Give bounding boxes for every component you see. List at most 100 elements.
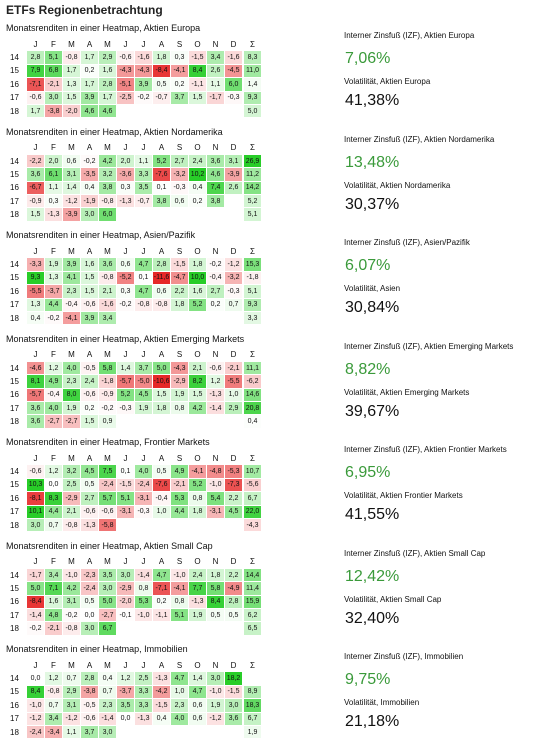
heatmap-cell: 3,6	[26, 414, 45, 429]
heatmap-cell: 2,1	[98, 284, 117, 299]
heatmap-cell	[134, 517, 153, 533]
corner-cell	[6, 243, 27, 259]
month-header: J	[116, 450, 135, 466]
heatmap-cell: -3,2	[170, 167, 189, 182]
heatmap-cell: 4,6	[206, 167, 225, 182]
heatmap-cell: 0,2	[188, 194, 207, 209]
month-header: O	[188, 657, 207, 673]
irr-label: Interner Zinsfuß (IZF), Aktien Emerging …	[344, 341, 514, 351]
irr-value: 6,95%	[345, 464, 391, 481]
heatmap-cell: -2,1	[224, 360, 243, 376]
heatmap-cell: -4,3	[116, 63, 135, 79]
month-header: D	[224, 243, 243, 259]
month-header: J	[116, 36, 135, 52]
month-header: A	[80, 347, 99, 362]
heatmap-cell: 0,7	[224, 297, 243, 312]
year-label: 16	[6, 180, 27, 196]
table-row: 17 -0,9 0,3 -1,2 -1,9 -0,8 -1,3 -0,7 3,8 0,6 0,2 3,…	[6, 194, 262, 209]
section-title: Monatsrenditen in einer Heatmap, Immobil…	[6, 644, 188, 654]
table-row: 16 -6,7 1,1 1,4 0,4 3,8 0,3 3,5 0,1 -0,3 0,4 7,4 2,6…	[6, 180, 262, 196]
table-row: 15 3,6 6,1 3,1 -3,5 3,2 -3,6 3,3 -7,6 -3,2 10,2 4,6…	[6, 167, 262, 182]
volatility-value: 30,84%	[345, 299, 400, 316]
sum-cell: 15,9	[243, 594, 262, 610]
heatmap-cell	[206, 103, 225, 119]
heatmap-cell: 2,8	[152, 257, 171, 272]
heatmap-cell	[188, 310, 207, 326]
irr-value: 6,07%	[345, 257, 391, 274]
sum-cell: 8,3	[243, 50, 262, 65]
heatmap-cell: 1,0	[152, 504, 171, 519]
month-header: D	[224, 554, 243, 569]
table-row: 17 1,3 4,4 -0,4 -0,6 -1,6 -0,2 -0,8 -0,8 1,8 5,2 0,…	[6, 297, 262, 312]
month-header: A	[152, 140, 171, 155]
volatility-value: 39,67%	[345, 402, 400, 420]
heatmap-cell	[224, 621, 243, 636]
heatmap-cell	[188, 414, 207, 429]
heatmap-cell: -1,2	[224, 257, 243, 272]
month-header: M	[62, 554, 81, 569]
heatmap-cell: -1,3	[80, 517, 99, 533]
heatmap-cell: -1,3	[152, 671, 171, 686]
section-title: Monatsrenditen in einer Heatmap, Aktien …	[6, 126, 223, 137]
sum-cell: 0,4	[243, 414, 262, 429]
month-header: J	[116, 140, 135, 155]
heatmap-cell: -0,6	[26, 90, 45, 105]
corner-cell	[6, 554, 27, 569]
sum-cell: 6,2	[243, 608, 262, 623]
month-header: J	[134, 554, 153, 569]
heatmap-table: J F M A M J J A S O N D Σ 14 -3,3 1,9 3,9 1,6 3,6 0,6 4,7 2,8…	[6, 243, 262, 326]
heatmap-cell	[116, 621, 135, 636]
heatmap-cell: 3,4	[44, 567, 63, 583]
heatmap-cell: 2,8	[98, 77, 117, 92]
month-header: N	[206, 36, 225, 52]
heatmap-cell: 0,2	[80, 401, 99, 416]
table-row: 14 2,8 5,1 -0,8 1,7 2,9 -0,6 -1,6 1,8 0,3 -1,5 3,4-…	[6, 50, 262, 65]
irr-label: Interner Zinsfuß (IZF), Aktien Frontier …	[344, 445, 507, 454]
heatmap-cell	[116, 414, 135, 429]
heatmap-cell: -11,6	[152, 270, 171, 286]
heatmap-cell: 0,7	[44, 698, 63, 713]
heatmap-cell: 3,0	[80, 207, 99, 222]
heatmap-cell: 4,9	[44, 374, 63, 389]
month-header: J	[26, 36, 45, 52]
heatmap-cell	[224, 103, 243, 119]
heatmap-cell: 5,1	[44, 50, 63, 65]
heatmap-cell: 3,5	[116, 698, 135, 713]
heatmap-cell: 0,9	[98, 414, 117, 429]
sum-cell: 20,8	[243, 401, 262, 416]
heatmap-cell: 3,6	[206, 153, 225, 169]
heatmap-cell: 1,3	[62, 77, 81, 92]
sum-cell: 26,9	[243, 153, 262, 169]
year-label: 16	[6, 491, 27, 506]
heatmap-cell: -0,3	[224, 284, 243, 299]
heatmap-cell	[152, 103, 171, 119]
irr-value: 9,75%	[345, 671, 391, 688]
heatmap-cell: -1,4	[98, 711, 117, 726]
volatility-label: Volatilität, Immobilien	[344, 698, 420, 707]
volatility-value: 32,40%	[345, 609, 400, 627]
table-row: 17 3,6 4,0 1,9 0,2 -0,2 -0,3 1,9 1,8 0,8 4,2 -1,4 2,…	[6, 401, 262, 416]
heatmap-cell: -2,7	[98, 608, 117, 623]
heatmap-cell: 0,3	[116, 180, 135, 196]
heatmap-cell: 3,9	[80, 310, 99, 326]
sum-cell: 14,4	[243, 567, 262, 583]
month-header: M	[62, 450, 81, 466]
heatmap-cell: -8,4	[152, 63, 171, 79]
heatmap-cell: -0,2	[98, 401, 117, 416]
heatmap-cell: -3,7	[116, 684, 135, 700]
sum-header: Σ	[243, 554, 262, 569]
table-row: 18 -0,2 -2,1 -0,8 3,0 6,7 6,5	[6, 621, 262, 636]
heatmap-cell: -3,3	[26, 257, 45, 272]
volatility-label: Volatilität, Aktien Small Cap	[344, 594, 442, 604]
heatmap-cell: -7,3	[224, 477, 243, 493]
table-row: 17 -1,4 4,8 -0,2 0,0 -2,7 -0,1 -1,0 -1,1 5,1 1,9 0,…	[6, 608, 262, 623]
heatmap-cell: -1,0	[206, 684, 225, 700]
heatmap-cell: 5,2	[116, 387, 135, 403]
corner-cell	[6, 140, 27, 155]
table-row: 15 9,3 1,3 4,1 1,5 -0,8 -5,2 0,1 -11,6 -4,7 10,0 -0…	[6, 270, 262, 286]
month-header: F	[44, 554, 63, 569]
heatmap-cell: 0,6	[62, 153, 81, 169]
heatmap-cell: -4,3	[134, 63, 153, 79]
heatmap-cell: -5,5	[26, 284, 45, 299]
heatmap-cell	[188, 517, 207, 533]
